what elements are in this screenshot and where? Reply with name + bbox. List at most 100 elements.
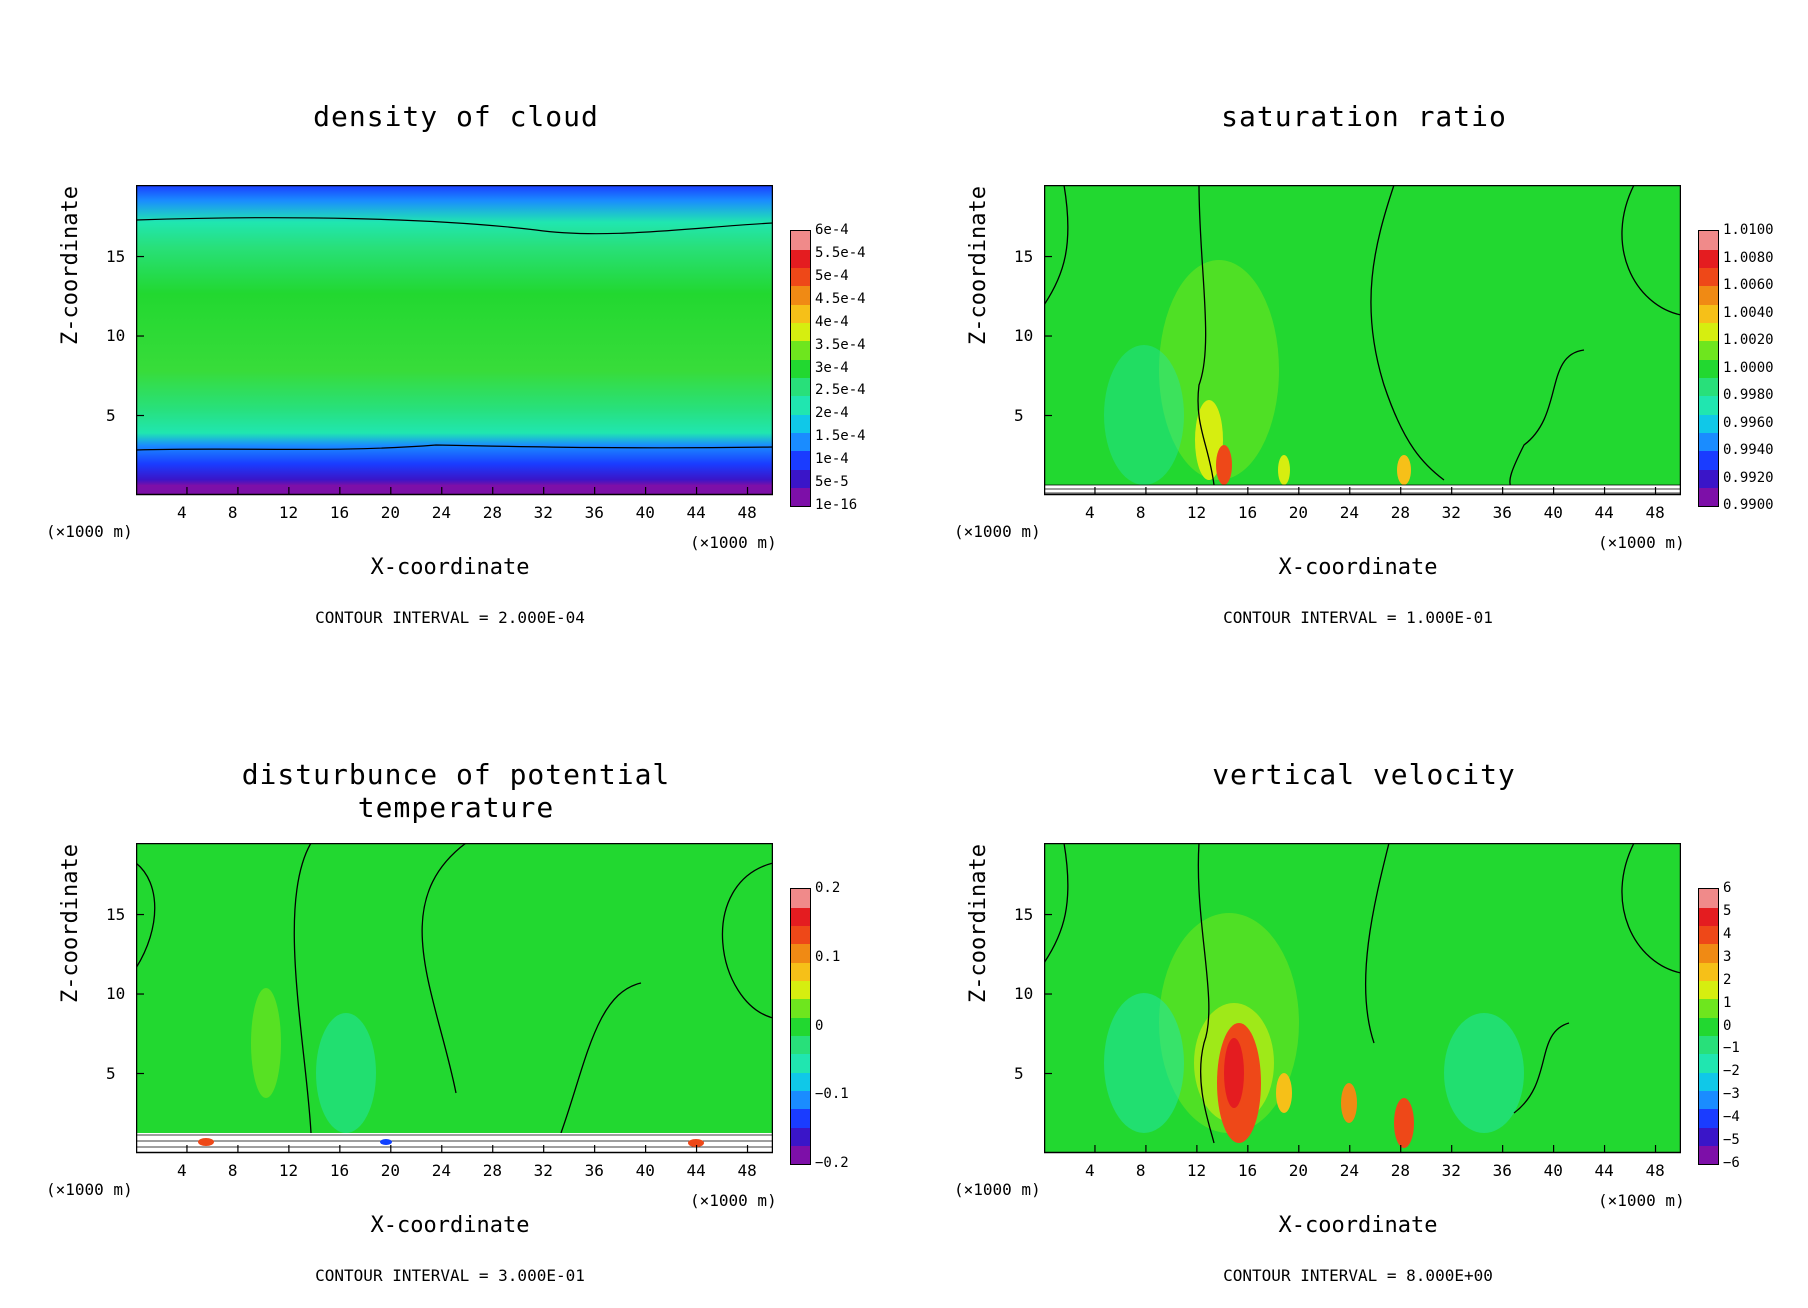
plot-frame	[1044, 843, 1681, 1154]
colorbar-label: 0	[815, 1017, 824, 1034]
panel-density-of-cloud: density of cloud	[0, 30, 880, 630]
colorbar-label: 3	[1723, 948, 1732, 965]
x-tick-label: 36	[1492, 503, 1512, 522]
x-tick-label: 48	[737, 1161, 757, 1180]
colorbar-segment	[1699, 414, 1718, 434]
colorbar-segment	[1699, 944, 1718, 963]
y-axis-label: Z-coordinate	[966, 844, 991, 1003]
colorbar-segment	[1699, 487, 1718, 507]
colorbar-segment	[791, 286, 810, 305]
colorbar-label: 2	[1723, 971, 1732, 988]
x-tick-label: 24	[1339, 1161, 1360, 1180]
colorbar-segment	[791, 1017, 810, 1037]
x-tick-label: 36	[584, 1161, 604, 1180]
x-tick-label: 32	[1441, 1161, 1461, 1180]
x-tick-label: 28	[482, 503, 502, 522]
y-tick-label: 10	[1014, 984, 1034, 1004]
colorbar-segment	[791, 962, 810, 982]
x-tick-label: 8	[227, 503, 238, 522]
x-tick-label: 44	[686, 503, 706, 522]
x-tick-label: 28	[1390, 503, 1410, 522]
colorbar-label: 3.5e-4	[815, 336, 866, 353]
x-tick-label: 20	[380, 503, 401, 522]
colorbar-label: 4.5e-4	[815, 290, 866, 307]
x-axis-label: X-coordinate	[370, 555, 530, 580]
colorbar-label: −6	[1723, 1155, 1740, 1171]
x-axis-label: X-coordinate	[1278, 555, 1438, 580]
colorbar-segment	[791, 267, 810, 287]
y-axis-label: Z-coordinate	[58, 844, 83, 1003]
colorbar-label: 1.0000	[1723, 359, 1774, 376]
colorbar-label: 5e-4	[815, 267, 849, 284]
x-tick-label: 16	[1237, 1161, 1258, 1180]
colorbar-label: −3	[1723, 1086, 1740, 1103]
x-tick-label: 40	[1543, 1161, 1563, 1180]
y-tick-label: 10	[106, 326, 126, 346]
colorbar-segment	[1699, 359, 1718, 379]
plot-area	[136, 843, 773, 1163]
colorbar	[790, 888, 811, 1165]
colorbar-segment	[791, 1109, 810, 1128]
y-tick-label: 15	[106, 904, 126, 924]
colorbar-segment	[791, 1054, 810, 1073]
colorbar-segment	[791, 1145, 810, 1165]
heatmap-saturation	[1044, 185, 1681, 496]
contour-interval: CONTOUR INTERVAL = 3.000E-01	[315, 1266, 585, 1285]
heatmap-temperature	[136, 843, 773, 1154]
colorbar-segment	[1699, 322, 1718, 342]
contour-interval: CONTOUR INTERVAL = 2.000E-04	[315, 608, 585, 627]
contour-interval: CONTOUR INTERVAL = 8.000E+00	[1223, 1266, 1493, 1285]
colorbar-segment	[1699, 1127, 1718, 1147]
colorbar-label: −1	[1723, 1040, 1740, 1057]
heatmap-density	[136, 185, 773, 496]
chart-title: disturbunce of potential temperature	[241, 758, 671, 824]
chart-title: density of cloud	[313, 100, 599, 133]
x-tick-label: 4	[176, 503, 187, 522]
colorbar-label: 1.0100	[1723, 222, 1774, 238]
colorbar-segment	[1699, 304, 1718, 324]
x-tick-label: 24	[1339, 503, 1360, 522]
colorbar-label: 0.9980	[1723, 387, 1774, 403]
chart-title: vertical velocity	[1212, 758, 1516, 791]
colorbar-segment	[1699, 907, 1718, 927]
colorbar-label: −2	[1723, 1063, 1740, 1080]
colorbar-segment	[1699, 925, 1718, 945]
x-unit-label: (×1000 m)	[690, 533, 777, 552]
colorbar-segment	[791, 377, 810, 397]
colorbar-segment	[791, 451, 810, 470]
x-tick-label: 12	[1186, 1161, 1207, 1180]
colorbar-segment	[1699, 1145, 1718, 1165]
colorbar-label: 1.0060	[1723, 277, 1774, 293]
colorbar-segment	[1699, 451, 1718, 470]
colorbar-label: 1.0020	[1723, 332, 1774, 348]
contour-interval: CONTOUR INTERVAL = 1.000E-01	[1223, 608, 1493, 627]
colorbar-segment	[1699, 1072, 1718, 1092]
colorbar-label: 1e-16	[815, 497, 858, 513]
colorbar-label: 2.5e-4	[815, 382, 866, 399]
x-tick-label: 24	[431, 1161, 452, 1180]
x-tick-label: 40	[1543, 503, 1563, 522]
colorbar-segment	[791, 1072, 810, 1092]
colorbar-label: 0.9920	[1723, 469, 1774, 486]
colorbar-label: −5	[1723, 1132, 1740, 1149]
colorbar-label: 1e-4	[815, 451, 849, 468]
colorbar-segment	[1699, 469, 1718, 489]
y-tick-label: 5	[1014, 1063, 1024, 1083]
x-tick-label: 36	[584, 503, 604, 522]
panel-potential-temperature: disturbunce of potential temperature Z-c…	[0, 688, 880, 1288]
x-tick-label: 48	[737, 503, 757, 522]
x-tick-label: 4	[1084, 503, 1095, 522]
x-tick-label: 16	[1237, 503, 1258, 522]
colorbar-segment	[791, 469, 810, 489]
plot-frame	[136, 843, 773, 1154]
y-unit-label: (×1000 m)	[46, 522, 133, 541]
x-tick-label: 16	[329, 1161, 350, 1180]
colorbar-segment	[791, 487, 810, 507]
x-tick-label: 32	[533, 1161, 553, 1180]
colorbar-segment	[791, 304, 810, 324]
colorbar-label: 1	[1723, 994, 1732, 1011]
colorbar-label: 5.5e-4	[815, 244, 866, 261]
plot-area	[1044, 185, 1681, 505]
colorbar-segment	[1699, 1017, 1718, 1037]
y-unit-label: (×1000 m)	[46, 1180, 133, 1199]
